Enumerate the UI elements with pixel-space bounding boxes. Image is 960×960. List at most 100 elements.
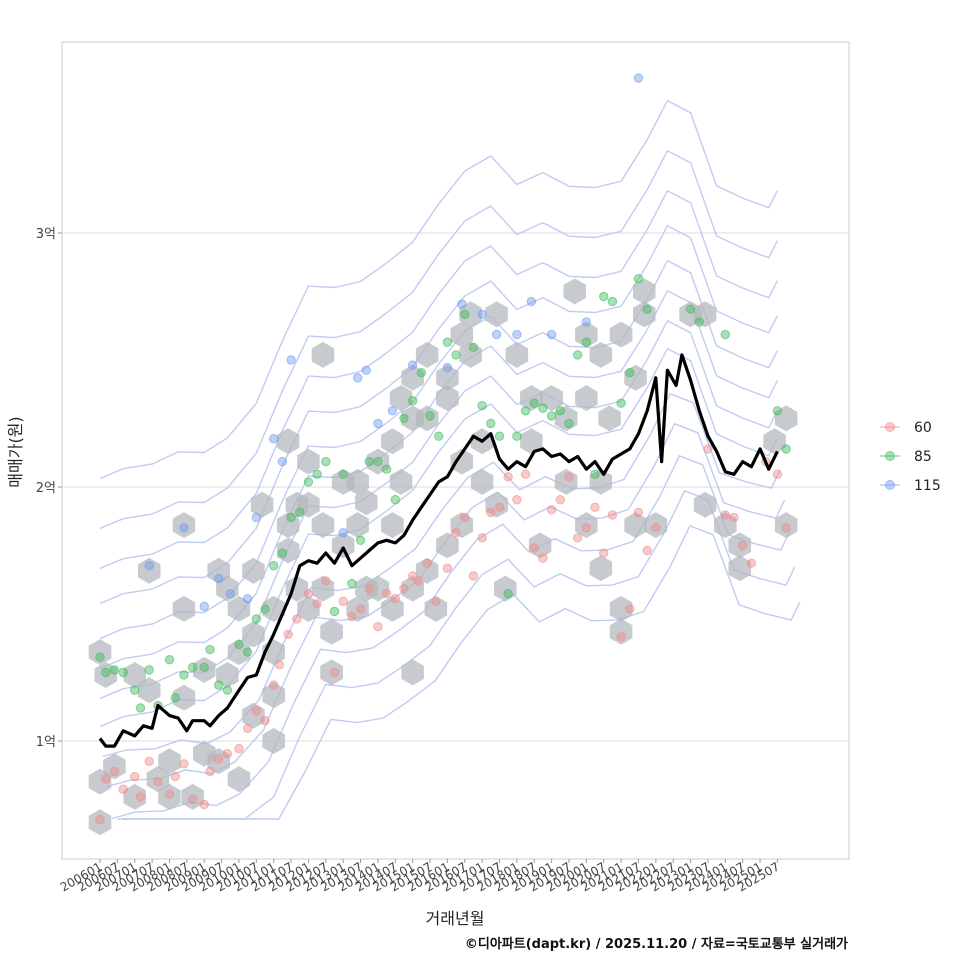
scatter-point-60 xyxy=(338,596,348,606)
scatter-point-85 xyxy=(546,411,557,421)
hexbin-cell xyxy=(311,341,335,368)
scatter-point-85 xyxy=(642,304,652,314)
y-tick-label: 2억 xyxy=(36,481,56,496)
hexbin-cell xyxy=(297,491,320,518)
hexbin-cell xyxy=(450,321,474,348)
hexbin-cell xyxy=(262,728,285,754)
scatter-point-60 xyxy=(512,495,522,505)
hexbin-cell xyxy=(520,428,543,455)
hexbin-cell xyxy=(346,468,369,495)
scatter-point-60 xyxy=(399,583,409,594)
scatter-point-60 xyxy=(199,799,209,810)
hexbin-cell xyxy=(589,555,613,582)
scatter-point-60 xyxy=(564,472,574,482)
scatter-point-85 xyxy=(234,639,244,650)
scatter-point-115 xyxy=(633,73,644,83)
scatter-point-60 xyxy=(274,660,285,670)
hexbin-cell xyxy=(633,278,656,305)
scatter-point-60 xyxy=(179,759,189,769)
hexbin-cell xyxy=(728,532,752,559)
hexbin-cell xyxy=(346,595,369,622)
hexbin-cell xyxy=(123,783,146,810)
scatter-point-60 xyxy=(130,771,140,782)
scatter-point-60 xyxy=(135,792,146,802)
scatter-point-85 xyxy=(599,291,609,302)
scatter-point-85 xyxy=(720,329,731,340)
scatter-point-85 xyxy=(781,444,791,454)
scatter-point-115 xyxy=(338,528,348,538)
density-contour-line xyxy=(99,259,779,640)
hexbin-cell xyxy=(589,468,613,495)
hexbin-cell xyxy=(276,428,300,455)
scatter-point-60 xyxy=(347,611,357,622)
scatter-point-115 xyxy=(581,317,592,327)
scatter-point-85 xyxy=(303,477,314,487)
scatter-point-85 xyxy=(321,456,331,467)
hexbin-cell xyxy=(311,575,335,602)
hexbin-cell xyxy=(728,555,752,582)
scatter-point-115 xyxy=(213,573,224,584)
scatter-point-85 xyxy=(520,406,531,416)
hexbin-cell xyxy=(609,595,633,622)
hexbin-cell xyxy=(262,595,285,622)
hexbin-cell xyxy=(693,301,717,328)
hexbin-cell xyxy=(624,364,647,391)
scatter-point-85 xyxy=(625,368,635,378)
density-contour-line xyxy=(122,524,801,820)
scatter-point-85 xyxy=(494,431,505,441)
scatter-point-85 xyxy=(451,350,461,360)
scatter-point-60 xyxy=(633,507,644,518)
scatter-point-60 xyxy=(329,667,340,678)
scatter-point-60 xyxy=(546,505,557,515)
scatter-point-60 xyxy=(494,502,505,513)
scatter-point-60 xyxy=(572,533,583,543)
scatter-point-85 xyxy=(118,667,128,678)
hexbin-cell xyxy=(624,512,647,539)
scatter-point-60 xyxy=(737,540,748,551)
hexbin-cell xyxy=(450,448,474,475)
scatter-point-60 xyxy=(486,507,496,518)
scatter-point-60 xyxy=(503,472,513,482)
density-contour-line xyxy=(111,454,791,820)
hexbin-cell xyxy=(262,682,285,709)
hexbin-cell xyxy=(598,405,621,432)
scatter-point-60 xyxy=(538,553,548,563)
y-tick-label: 1억 xyxy=(36,735,56,750)
scatter-point-85 xyxy=(364,456,374,467)
density-contour-line xyxy=(99,149,779,530)
hexbin-cell xyxy=(311,512,335,539)
hexbin-cell xyxy=(693,491,717,518)
scatter-point-115 xyxy=(477,309,487,319)
scatter-point-60 xyxy=(109,766,120,777)
scatter-point-85 xyxy=(251,614,262,624)
scatter-point-60 xyxy=(269,680,279,690)
hexbin-cell xyxy=(381,512,404,539)
hexbin-cell xyxy=(158,748,181,775)
hexbin-cell xyxy=(575,321,598,348)
scatter-point-85 xyxy=(425,411,435,421)
hexbin-cell xyxy=(366,448,390,475)
scatter-point-60 xyxy=(101,774,111,784)
hexbin-cell xyxy=(575,385,598,412)
scatter-point-60 xyxy=(390,594,400,604)
scatter-point-60 xyxy=(144,756,154,767)
scatter-point-60 xyxy=(477,533,487,543)
scatter-point-85 xyxy=(277,548,288,558)
scatter-point-60 xyxy=(242,723,253,733)
scatter-point-115 xyxy=(199,601,209,612)
hexbin-cell xyxy=(138,677,161,704)
hexbin-cell xyxy=(554,468,578,495)
scatter-point-115 xyxy=(457,299,467,309)
hexbin-cell xyxy=(103,753,126,780)
scatter-point-85 xyxy=(135,703,146,713)
scatter-point-85 xyxy=(772,406,783,416)
scatter-point-85 xyxy=(187,662,198,673)
hexbin-cell xyxy=(774,405,798,432)
hexbin-cell xyxy=(331,532,355,559)
scatter-point-60 xyxy=(373,622,383,632)
scatter-point-115 xyxy=(179,522,189,533)
scatter-point-60 xyxy=(555,495,566,505)
hexbin-cell xyxy=(172,512,196,539)
hexbin-cell xyxy=(242,557,265,584)
hexbin-cell xyxy=(146,766,170,793)
